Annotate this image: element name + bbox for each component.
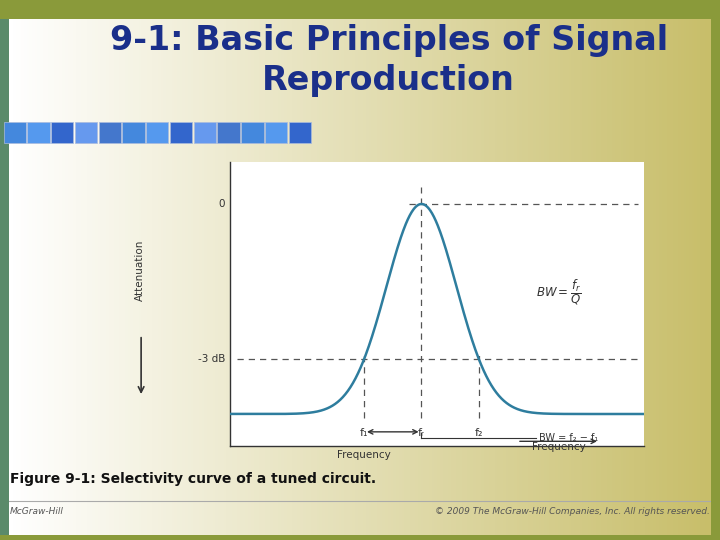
Text: Frequency: Frequency (337, 450, 390, 460)
Text: 0: 0 (219, 199, 225, 209)
Text: McGraw-Hill: McGraw-Hill (10, 508, 64, 516)
Text: Frequency: Frequency (531, 442, 585, 453)
Text: $BW = \dfrac{f_r}{Q}$: $BW = \dfrac{f_r}{Q}$ (536, 278, 582, 307)
Text: -3 dB: -3 dB (198, 354, 225, 364)
Text: BW = f₂ − f₁: BW = f₂ − f₁ (539, 433, 598, 443)
Text: © 2009 The McGraw-Hill Companies, Inc. All rights reserved.: © 2009 The McGraw-Hill Companies, Inc. A… (435, 508, 710, 516)
Text: Attenuation: Attenuation (135, 239, 145, 301)
Text: Figure 9-1: Selectivity curve of a tuned circuit.: Figure 9-1: Selectivity curve of a tuned… (10, 472, 377, 487)
Text: f₂: f₂ (474, 428, 483, 437)
Text: f₁: f₁ (360, 428, 369, 437)
Text: fᵣ: fᵣ (418, 428, 425, 437)
Text: 9-1: Basic Principles of Signal
Reproduction: 9-1: Basic Principles of Signal Reproduc… (109, 24, 668, 97)
